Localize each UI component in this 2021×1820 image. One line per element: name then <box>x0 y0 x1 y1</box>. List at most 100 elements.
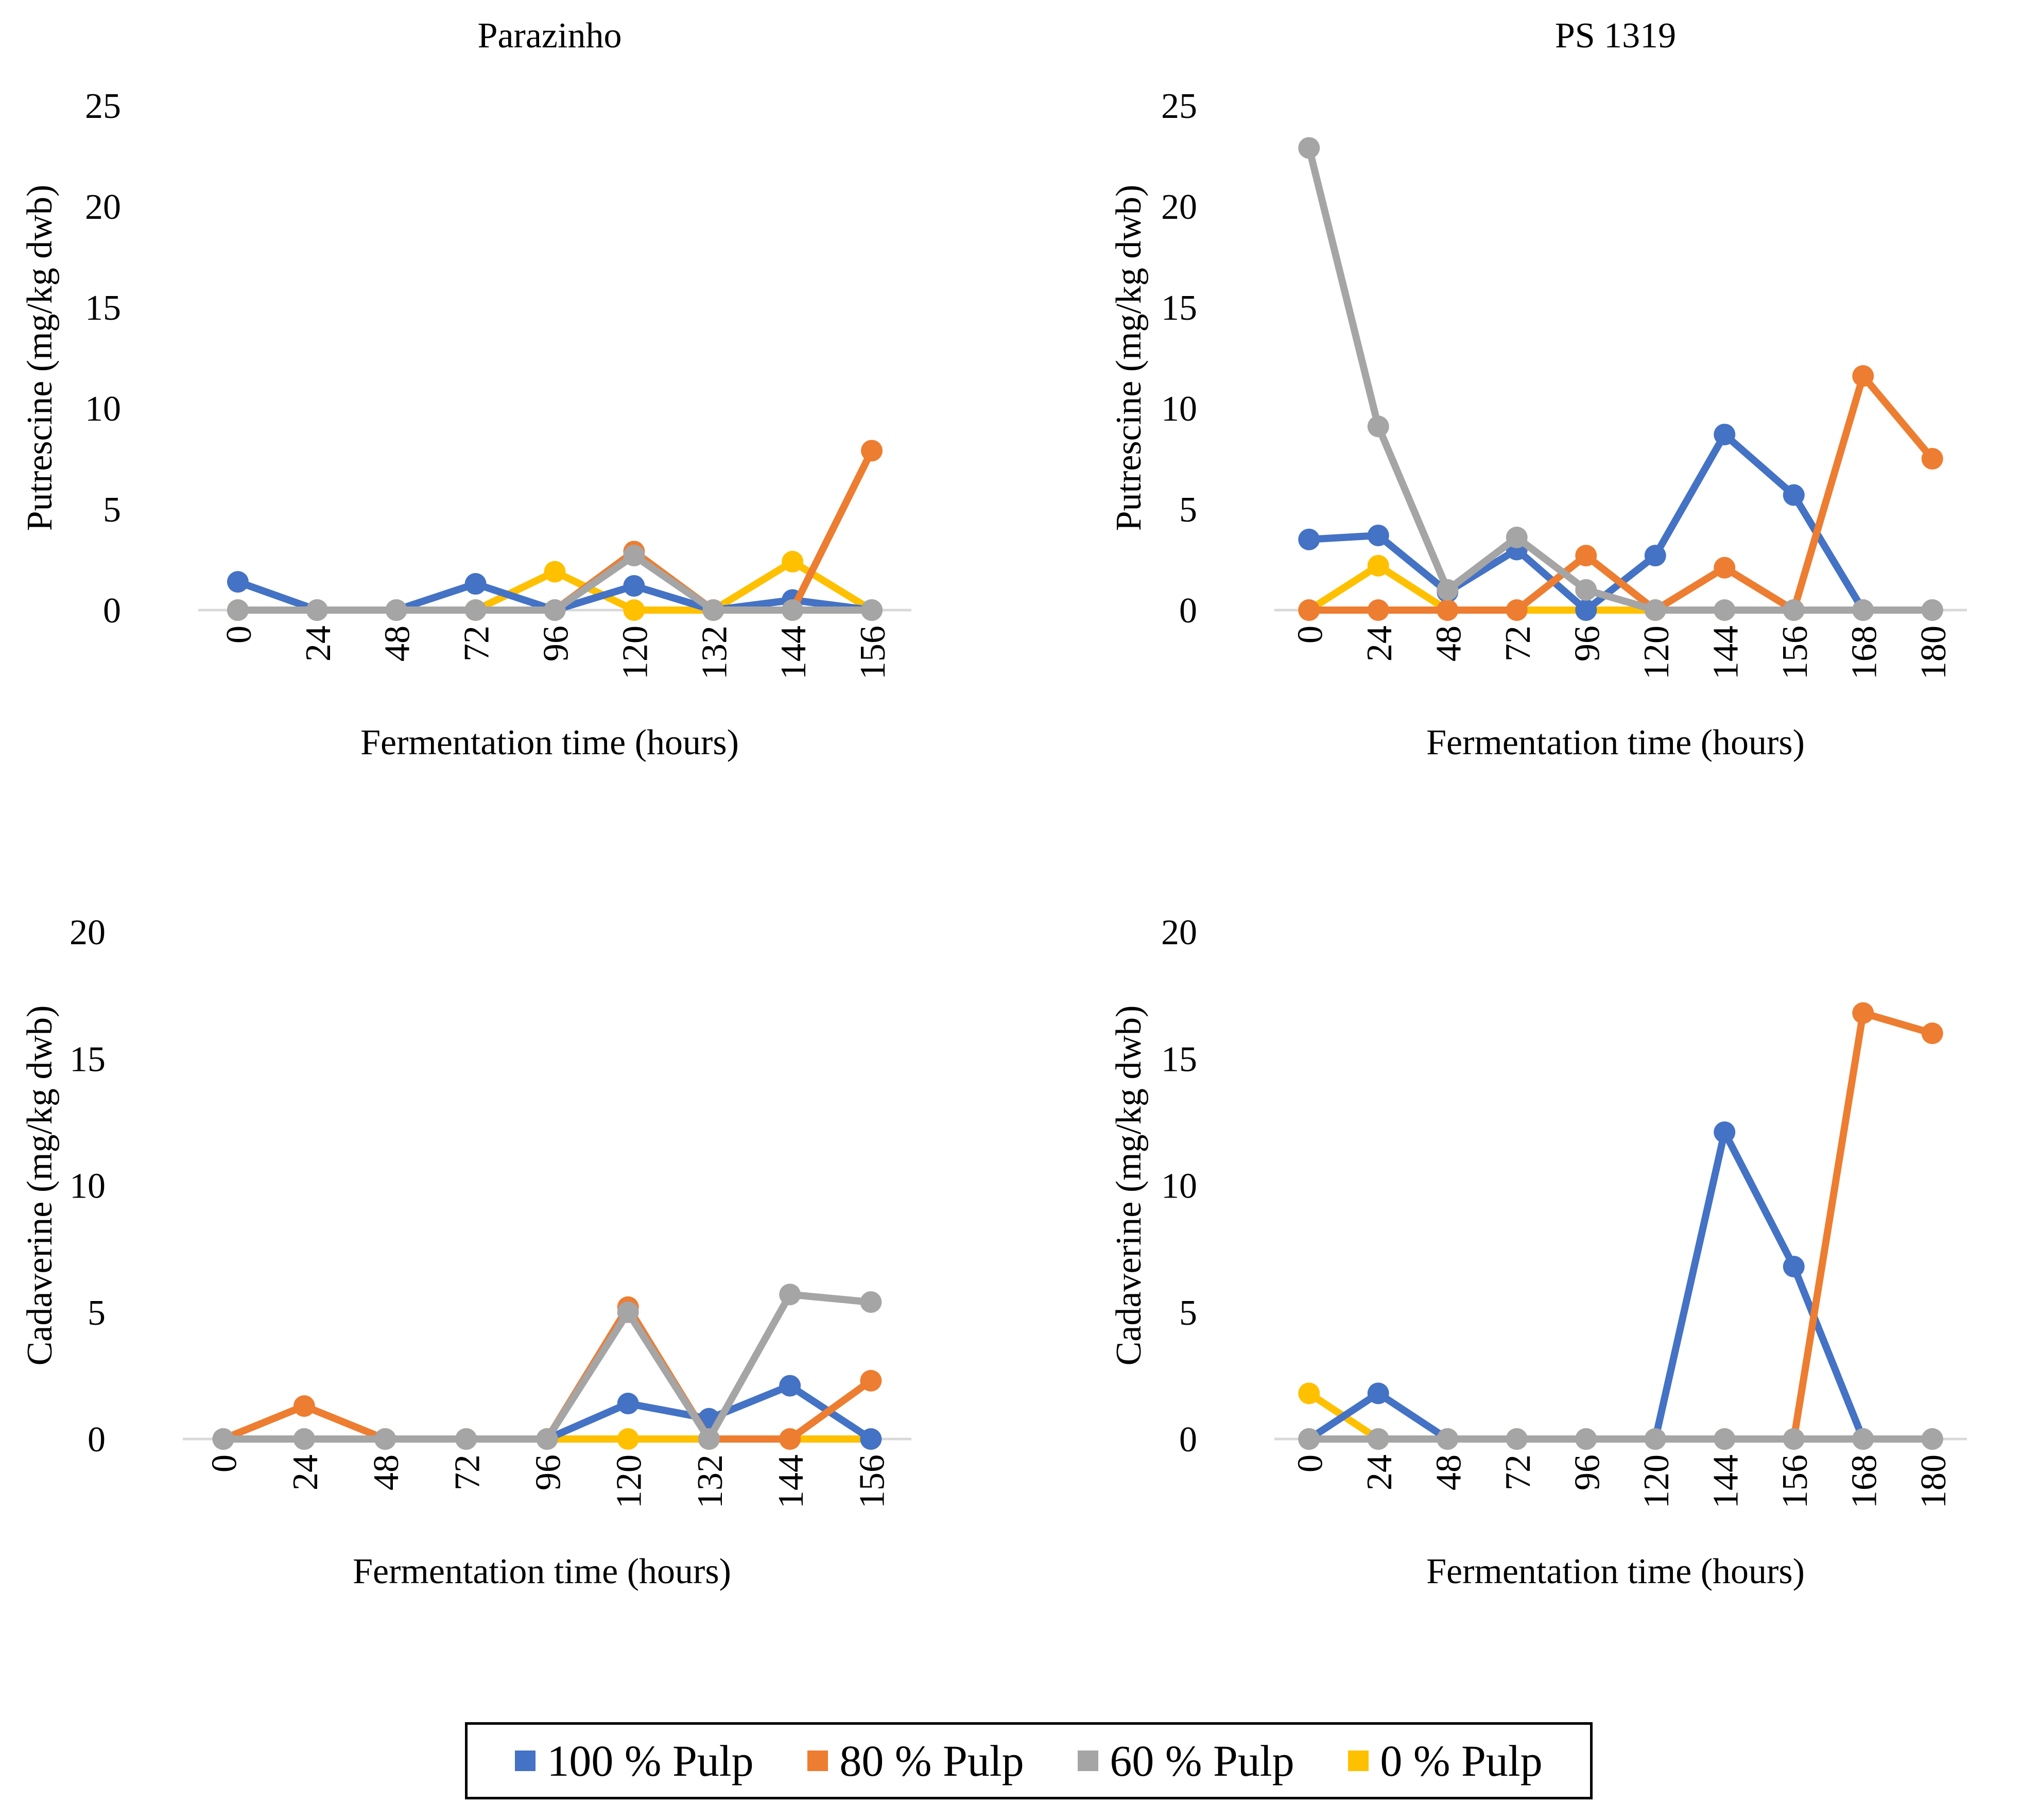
chart2-series0-point-5 <box>1644 545 1666 567</box>
chart4-series2-point-0 <box>1298 1428 1320 1450</box>
chart3-series3-point-5 <box>617 1428 639 1450</box>
chart2-series2-point-1 <box>1367 415 1389 438</box>
chart2-series0-point-4 <box>1575 599 1597 621</box>
chart2-series0-point-6 <box>1714 423 1736 445</box>
legend-swatch-100-pulp <box>515 1750 536 1771</box>
chart1-series3-point-4 <box>544 561 566 583</box>
chart3-xtick-132: 132 <box>690 1454 730 1509</box>
chart3-series2-point-1 <box>293 1428 315 1450</box>
chart4-xtick-0: 0 <box>1290 1454 1330 1472</box>
chart3-y-axis-title: Cadaverine (mg/kg dwb) <box>20 1006 60 1366</box>
legend-label-60-pulp: 60 % Pulp <box>1110 1736 1294 1786</box>
chart3-series2-point-5 <box>617 1301 639 1323</box>
chart4-series2-point-8 <box>1852 1428 1874 1450</box>
chart2-series1-point-2 <box>1437 599 1459 621</box>
chart1-series0-point-3 <box>464 573 487 595</box>
chart3-ytick-15: 15 <box>70 1039 106 1079</box>
chart4-xtick-168: 168 <box>1844 1454 1884 1509</box>
chart4-ytick-10: 10 <box>1161 1167 1197 1206</box>
chart4-xtick-96: 96 <box>1567 1454 1607 1490</box>
chart4-series-line-3 <box>1305 1390 1936 1443</box>
chart2-xtick-48: 48 <box>1429 626 1469 662</box>
chart3-series1-point-8 <box>860 1370 882 1392</box>
chart1-series2-point-6 <box>702 599 724 621</box>
chart3-series2-point-4 <box>536 1428 558 1450</box>
chart3-series2-point-7 <box>779 1284 801 1306</box>
chart1-ytick-5: 5 <box>103 490 121 530</box>
chart3-ytick-0: 0 <box>88 1420 106 1460</box>
chart1-series0-point-0 <box>227 571 249 593</box>
chart3-xtick-72: 72 <box>447 1454 487 1490</box>
chart2-series2-point-8 <box>1852 599 1874 621</box>
chart2-xtick-24: 24 <box>1360 626 1400 662</box>
chart1-series3-point-7 <box>782 550 804 573</box>
chart4-series2-point-9 <box>1921 1428 1943 1450</box>
chart3-series0-point-8 <box>860 1428 882 1450</box>
chart3-ytick-5: 5 <box>88 1293 106 1333</box>
chart1-ytick-0: 0 <box>103 591 121 631</box>
chart2-xtick-144: 144 <box>1706 626 1746 680</box>
chart2-series2-point-9 <box>1921 599 1943 621</box>
chart1-xtick-132: 132 <box>695 626 734 680</box>
chart4-xtick-72: 72 <box>1498 1454 1538 1490</box>
legend: 100 % Pulp 80 % Pulp 60 % Pulp 0 % Pulp <box>465 1722 1593 1799</box>
chart2-xtick-0: 0 <box>1290 626 1330 644</box>
chart1-x-axis-title: Fermentation time (hours) <box>360 723 739 762</box>
chart1-ytick-10: 10 <box>85 389 121 429</box>
chart2-series1-point-8 <box>1852 365 1874 387</box>
chart4-series2-point-6 <box>1714 1428 1736 1450</box>
chart2-series1-point-6 <box>1714 557 1736 579</box>
chart3-series2-point-0 <box>212 1428 234 1450</box>
legend-swatch-0-pulp <box>1348 1750 1369 1771</box>
chart2-series1-point-3 <box>1506 599 1528 621</box>
chart2-title: PS 1319 <box>1555 16 1676 56</box>
legend-swatch-80-pulp <box>807 1750 828 1771</box>
chart2-series0-point-0 <box>1298 528 1320 550</box>
chart1-series2-point-3 <box>464 599 487 621</box>
legend-item-100-pulp: 100 % Pulp <box>515 1735 754 1787</box>
chart4-xtick-156: 156 <box>1775 1454 1815 1509</box>
chart4-series2-point-5 <box>1644 1428 1666 1450</box>
chart2-ytick-10: 10 <box>1161 389 1197 429</box>
chart2-xtick-156: 156 <box>1775 626 1815 680</box>
chart2-x-axis-title: Fermentation time (hours) <box>1426 723 1805 762</box>
chart4-series0-point-1 <box>1367 1382 1389 1405</box>
chart1-title: Parazinho <box>478 16 622 56</box>
chart1-xtick-156: 156 <box>853 626 893 680</box>
chart3-xtick-96: 96 <box>529 1454 568 1490</box>
chart1-xtick-120: 120 <box>615 626 655 680</box>
chart2-series3-point-1 <box>1367 554 1389 577</box>
chart1-series2-point-4 <box>544 599 566 621</box>
chart3-series-line-2 <box>219 1291 875 1443</box>
chart4-x-axis-title: Fermentation time (hours) <box>1426 1552 1805 1591</box>
chart3-series0-point-5 <box>617 1393 639 1415</box>
legend-item-80-pulp: 80 % Pulp <box>807 1735 1024 1787</box>
chart2-series2-point-6 <box>1714 599 1736 621</box>
chart3-xtick-156: 156 <box>852 1454 892 1509</box>
chart4-series0-point-7 <box>1783 1256 1805 1278</box>
chart1-ytick-20: 20 <box>85 187 121 227</box>
chart1-y-axis-title: Putrescine (mg/kg dwb) <box>20 185 60 531</box>
chart4-series2-point-1 <box>1367 1428 1389 1450</box>
chart1-xtick-144: 144 <box>774 626 814 680</box>
chart2-series1-point-1 <box>1367 599 1389 621</box>
chart2-series1-point-0 <box>1298 599 1320 621</box>
legend-label-0-pulp: 0 % Pulp <box>1380 1736 1543 1786</box>
chart3-xtick-120: 120 <box>610 1454 649 1509</box>
chart3-series0-point-7 <box>779 1375 801 1397</box>
chart2-series1-point-9 <box>1921 448 1943 470</box>
chart3-series1-point-7 <box>779 1428 801 1450</box>
chart2-xtick-96: 96 <box>1567 626 1607 662</box>
chart4-series2-point-7 <box>1783 1428 1805 1450</box>
chart4-series3-point-0 <box>1298 1382 1320 1405</box>
legend-swatch-60-pulp <box>1078 1750 1099 1771</box>
chart1-ytick-25: 25 <box>85 86 121 126</box>
chart4-series1-point-9 <box>1921 1022 1943 1044</box>
chart4-series2-point-4 <box>1575 1428 1597 1450</box>
chart2-series2-point-0 <box>1298 137 1320 159</box>
chart2-series2-point-5 <box>1644 599 1666 621</box>
chart2-series2-point-2 <box>1437 579 1459 601</box>
chart2-ytick-15: 15 <box>1161 288 1197 328</box>
chart2-series2-point-4 <box>1575 579 1597 601</box>
